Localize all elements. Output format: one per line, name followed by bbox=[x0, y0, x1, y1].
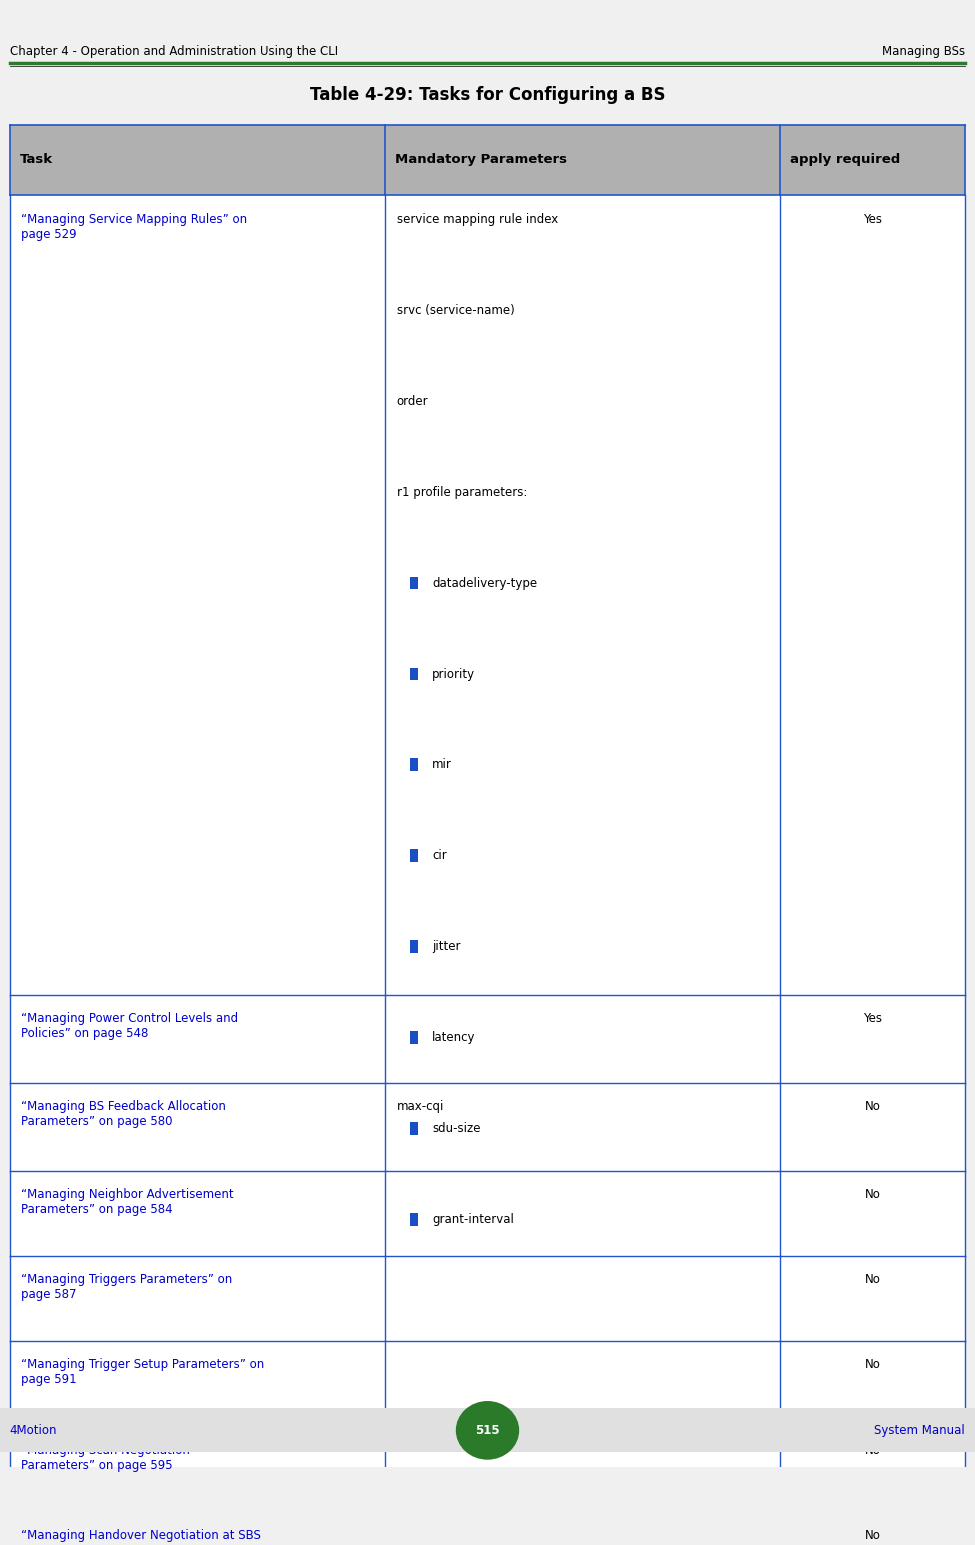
Bar bbox=[0, 1409, 975, 1452]
Text: grant-interval: grant-interval bbox=[432, 1213, 514, 1227]
Bar bbox=[410, 1213, 418, 1225]
Text: latency: latency bbox=[432, 1032, 476, 1044]
Bar bbox=[410, 576, 418, 589]
Text: System Manual: System Manual bbox=[875, 1424, 965, 1437]
Text: Yes: Yes bbox=[863, 213, 882, 226]
Text: r1 profile parameters:: r1 profile parameters: bbox=[397, 485, 527, 499]
Text: No: No bbox=[865, 1358, 880, 1372]
Text: jitter: jitter bbox=[432, 941, 460, 953]
Text: “Managing Trigger Setup Parameters” on
page 591: “Managing Trigger Setup Parameters” on p… bbox=[21, 1358, 264, 1386]
Bar bbox=[10, 1171, 965, 1256]
Text: “Managing Neighbor Advertisement
Parameters” on page 584: “Managing Neighbor Advertisement Paramet… bbox=[21, 1188, 234, 1216]
Text: “Managing Power Control Levels and
Policies” on page 548: “Managing Power Control Levels and Polic… bbox=[21, 1012, 239, 1040]
Text: sdu-size: sdu-size bbox=[432, 1122, 481, 1136]
Text: Chapter 4 - Operation and Administration Using the CLI: Chapter 4 - Operation and Administration… bbox=[10, 45, 338, 57]
Text: Task: Task bbox=[20, 153, 53, 167]
Bar bbox=[410, 667, 418, 680]
Text: 4Motion: 4Motion bbox=[10, 1424, 58, 1437]
Text: 515: 515 bbox=[475, 1424, 500, 1437]
Text: No: No bbox=[865, 1100, 880, 1114]
Text: cir: cir bbox=[432, 850, 447, 862]
Text: mir: mir bbox=[432, 759, 451, 771]
Bar bbox=[10, 1341, 965, 1426]
Bar bbox=[410, 759, 418, 771]
Bar bbox=[10, 1083, 965, 1171]
Text: apply required: apply required bbox=[790, 153, 900, 167]
Text: Yes: Yes bbox=[863, 1012, 882, 1026]
Text: Table 4-29: Tasks for Configuring a BS: Table 4-29: Tasks for Configuring a BS bbox=[310, 87, 665, 105]
Bar bbox=[410, 1122, 418, 1134]
Text: srvc (service-name): srvc (service-name) bbox=[397, 304, 515, 317]
Bar bbox=[10, 195, 965, 995]
Text: No: No bbox=[865, 1528, 880, 1542]
Text: priority: priority bbox=[432, 667, 475, 680]
Bar bbox=[10, 1426, 965, 1511]
Text: “Managing Handover Negotiation at SBS
Parameters” on page 599: “Managing Handover Negotiation at SBS Pa… bbox=[21, 1528, 261, 1545]
Bar bbox=[410, 850, 418, 862]
Text: “Managing Scan Negotiation
Parameters” on page 595: “Managing Scan Negotiation Parameters” o… bbox=[21, 1443, 190, 1471]
Bar bbox=[10, 1511, 965, 1545]
Bar bbox=[410, 941, 418, 953]
Text: No: No bbox=[865, 1443, 880, 1457]
Text: Managing BSs: Managing BSs bbox=[882, 45, 965, 57]
Bar bbox=[410, 1032, 418, 1044]
Text: No: No bbox=[865, 1273, 880, 1287]
Text: datadelivery-type: datadelivery-type bbox=[432, 576, 537, 590]
Text: Mandatory Parameters: Mandatory Parameters bbox=[395, 153, 566, 167]
Text: “Managing BS Feedback Allocation
Parameters” on page 580: “Managing BS Feedback Allocation Paramet… bbox=[21, 1100, 226, 1128]
Bar bbox=[10, 125, 965, 195]
Text: No: No bbox=[865, 1188, 880, 1202]
Ellipse shape bbox=[456, 1401, 519, 1460]
Bar bbox=[10, 1256, 965, 1341]
Text: “Managing Service Mapping Rules” on
page 529: “Managing Service Mapping Rules” on page… bbox=[21, 213, 248, 241]
Text: order: order bbox=[397, 394, 428, 408]
Bar bbox=[10, 995, 965, 1083]
Text: max-cqi: max-cqi bbox=[397, 1100, 445, 1114]
Text: “Managing Triggers Parameters” on
page 587: “Managing Triggers Parameters” on page 5… bbox=[21, 1273, 233, 1301]
Text: service mapping rule index: service mapping rule index bbox=[397, 213, 558, 226]
